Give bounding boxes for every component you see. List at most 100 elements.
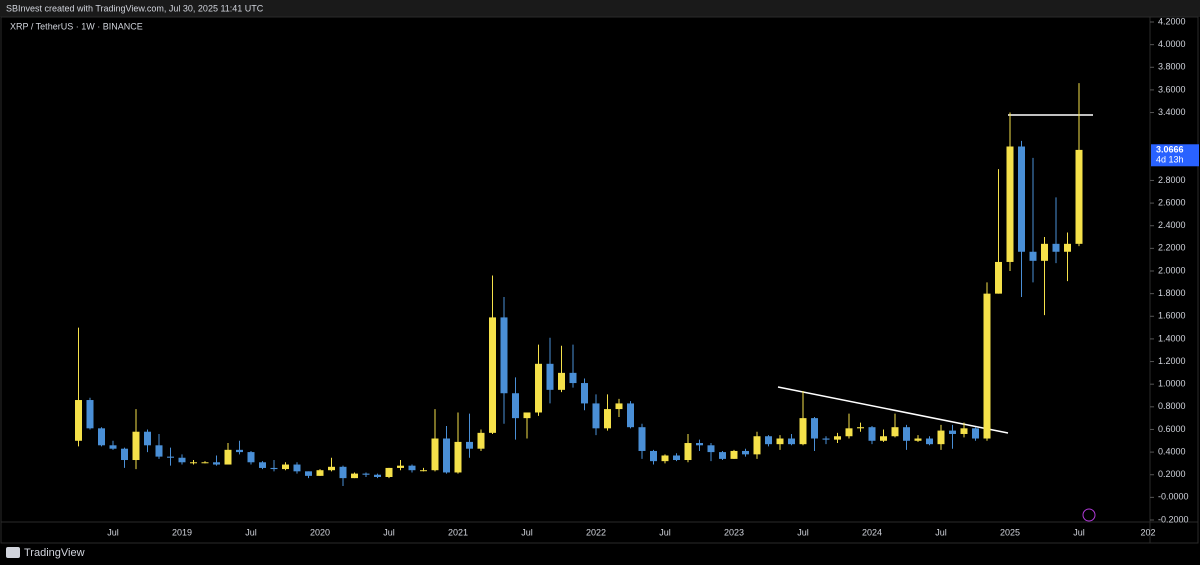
trend-line bbox=[777, 386, 1009, 434]
candle-body bbox=[972, 428, 979, 439]
y-tick-label: 0.2000 bbox=[1158, 469, 1186, 479]
candle-body bbox=[190, 462, 197, 464]
candle-body bbox=[684, 443, 692, 461]
candle-body bbox=[98, 428, 105, 446]
candle-body bbox=[512, 393, 519, 419]
candle-body bbox=[1029, 251, 1037, 261]
x-tick-label: Jul bbox=[659, 527, 671, 537]
candle-body bbox=[420, 470, 427, 472]
candle-body bbox=[1075, 149, 1083, 244]
x-tick-label: Jul bbox=[383, 527, 395, 537]
candle-body bbox=[891, 427, 899, 437]
candle-body bbox=[903, 427, 910, 441]
candle-body bbox=[1018, 146, 1025, 252]
y-tick-label: 2.2000 bbox=[1158, 243, 1186, 253]
candle-body bbox=[489, 317, 496, 433]
candle-body bbox=[615, 403, 623, 410]
candle-body bbox=[397, 465, 404, 468]
candle-body bbox=[868, 427, 876, 441]
candle-body bbox=[627, 403, 634, 428]
candle-body bbox=[1064, 243, 1071, 252]
candle-body bbox=[477, 432, 485, 449]
y-tick-label: 2.4000 bbox=[1158, 220, 1186, 230]
y-tick-label: 3.4000 bbox=[1158, 107, 1186, 117]
candle-body bbox=[638, 427, 646, 451]
candle-body bbox=[374, 474, 381, 477]
x-tick-label: Jul bbox=[521, 527, 533, 537]
symbol-title: XRP / TetherUS · 1W · BINANCE bbox=[10, 21, 143, 31]
x-tick-label: 2022 bbox=[586, 527, 606, 537]
candle-body bbox=[995, 261, 1002, 294]
candle-body bbox=[845, 428, 853, 437]
candle-body bbox=[742, 450, 749, 455]
tv-logo bbox=[6, 547, 20, 558]
last-price-box bbox=[1151, 144, 1199, 167]
candle-body bbox=[581, 383, 588, 404]
y-tick-label: 1.8000 bbox=[1158, 288, 1186, 298]
y-tick-label: 3.8000 bbox=[1158, 62, 1186, 72]
candle-body bbox=[776, 438, 784, 445]
candle-body bbox=[167, 456, 174, 458]
candle-body bbox=[466, 441, 473, 449]
y-tick-label: 3.6000 bbox=[1158, 84, 1186, 94]
candle-body bbox=[569, 372, 577, 384]
candle-body bbox=[236, 449, 243, 453]
candle-body bbox=[914, 438, 922, 441]
candle-body bbox=[443, 438, 450, 473]
candle-body bbox=[201, 462, 209, 464]
candle-body bbox=[75, 400, 82, 441]
y-tick-label: 0.4000 bbox=[1158, 446, 1186, 456]
candle-body bbox=[650, 450, 657, 462]
y-tick-label: 4.2000 bbox=[1158, 16, 1186, 26]
header-bar bbox=[0, 0, 1200, 17]
candle-body bbox=[178, 457, 186, 463]
candle-body bbox=[523, 412, 531, 419]
x-tick-label: 202 bbox=[1140, 527, 1155, 537]
candle-body bbox=[339, 466, 347, 479]
y-tick-label: -0.0000 bbox=[1158, 492, 1189, 502]
candle-body bbox=[535, 363, 542, 413]
y-tick-label: 2.0000 bbox=[1158, 265, 1186, 275]
candle-body bbox=[293, 464, 301, 472]
candle-body bbox=[604, 409, 611, 429]
candle-body bbox=[799, 418, 807, 445]
y-tick-label: 0.8000 bbox=[1158, 401, 1186, 411]
x-tick-label: 2020 bbox=[310, 527, 330, 537]
candle-body bbox=[500, 317, 508, 394]
candle-body bbox=[155, 445, 163, 457]
y-tick-label: 2.6000 bbox=[1158, 197, 1186, 207]
x-tick-label: 2024 bbox=[862, 527, 882, 537]
candle-body bbox=[362, 473, 370, 475]
x-tick-label: 2021 bbox=[448, 527, 468, 537]
candle-body bbox=[753, 436, 761, 455]
candle-body bbox=[546, 363, 554, 390]
header-text: SBInvest created with TradingView.com, J… bbox=[6, 3, 264, 13]
x-tick-label: Jul bbox=[797, 527, 809, 537]
candle-body bbox=[109, 445, 117, 449]
candle-body bbox=[431, 438, 439, 471]
candle-body bbox=[86, 400, 94, 429]
candle-body bbox=[592, 403, 600, 429]
candle-body bbox=[328, 466, 335, 471]
x-tick-label: Jul bbox=[935, 527, 947, 537]
candle-body bbox=[213, 462, 220, 465]
candle-body bbox=[385, 467, 393, 477]
y-tick-label: 0.6000 bbox=[1158, 424, 1186, 434]
candle-body bbox=[673, 455, 680, 461]
candle-body bbox=[351, 473, 358, 479]
alert-icon[interactable] bbox=[1082, 508, 1096, 522]
candle-body bbox=[719, 452, 726, 459]
candle-body bbox=[132, 431, 140, 461]
candle-body bbox=[730, 450, 738, 459]
candle-body bbox=[707, 445, 715, 453]
candle-body bbox=[834, 436, 841, 440]
x-tick-label: Jul bbox=[107, 527, 119, 537]
y-tick-label: 2.8000 bbox=[1158, 175, 1186, 185]
candle-body bbox=[1052, 243, 1060, 252]
candle-body bbox=[788, 438, 795, 445]
y-tick-label: 1.0000 bbox=[1158, 379, 1186, 389]
candle-body bbox=[247, 452, 255, 463]
candle-body bbox=[316, 470, 324, 476]
